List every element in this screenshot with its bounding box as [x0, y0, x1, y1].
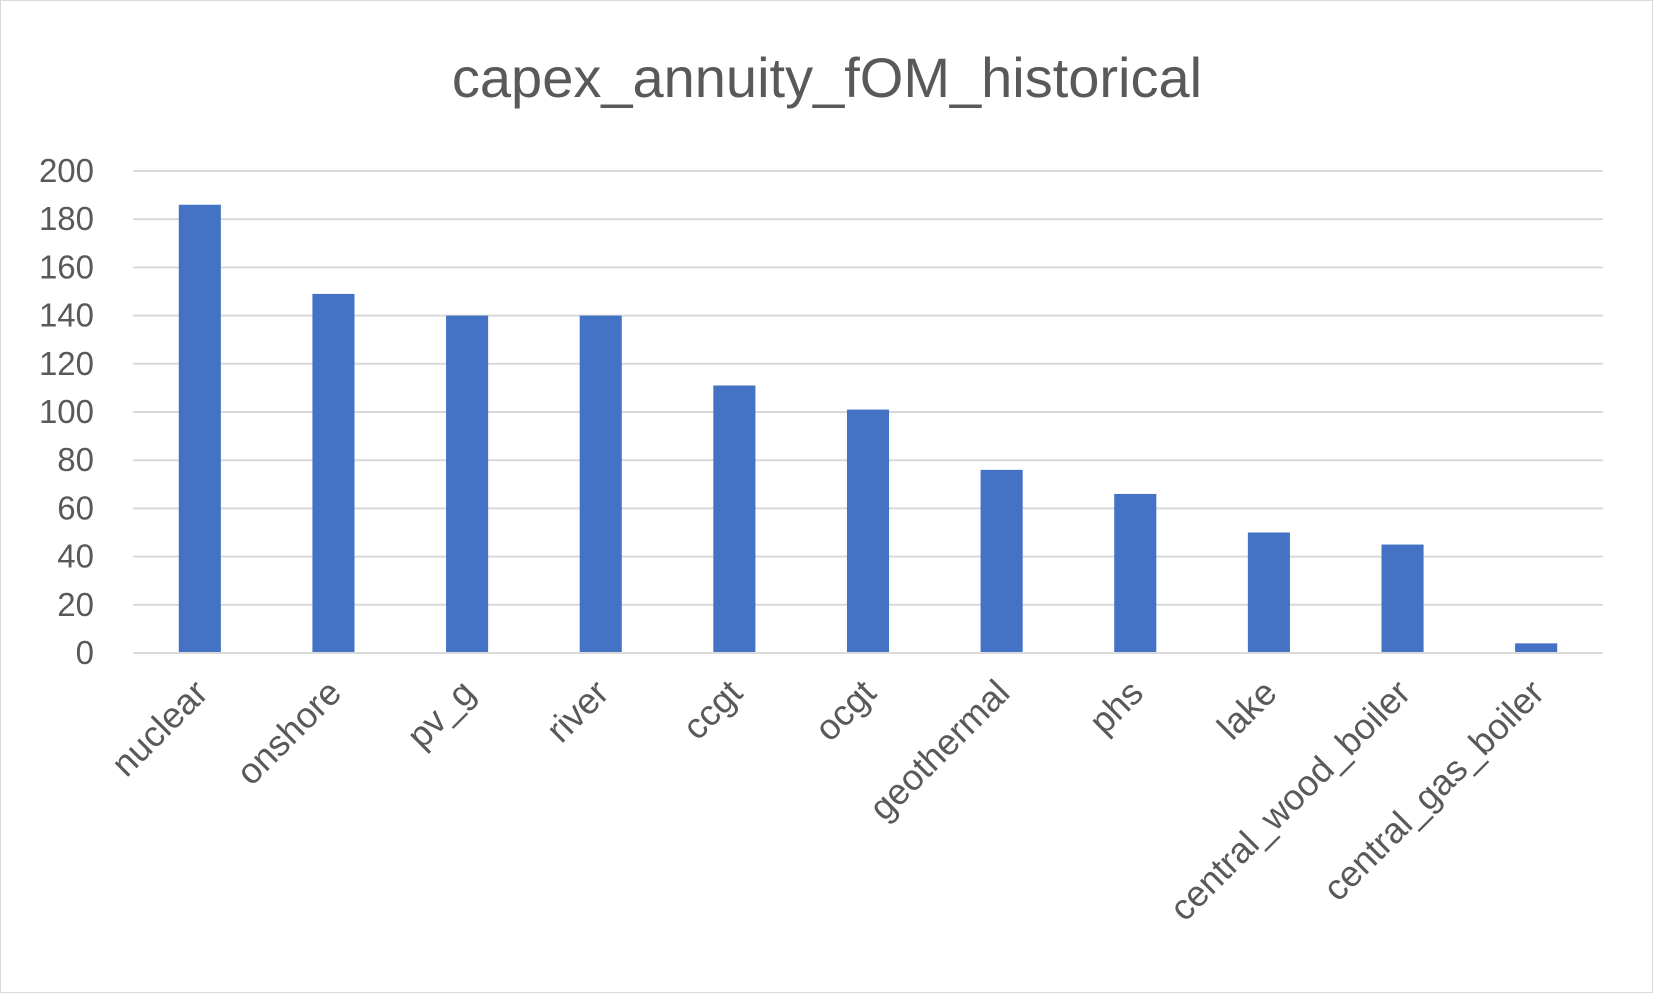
bar-central_gas_boiler — [1515, 643, 1558, 653]
bar-ccgt — [713, 385, 756, 653]
y-tick-label: 200 — [39, 152, 94, 189]
bar-central_wood_boiler — [1381, 544, 1424, 653]
y-tick-label: 0 — [76, 634, 94, 671]
x-category-label: central_gas_boiler — [1315, 672, 1552, 909]
y-tick-label: 60 — [57, 489, 94, 526]
x-category-label: river — [538, 672, 616, 750]
y-tick-label: 180 — [39, 200, 94, 237]
bar-phs — [1114, 493, 1157, 653]
bar-river — [579, 315, 622, 653]
x-axis-category-labels: nuclear onshore pv_g river ccgt ocgtgeotherma… — [103, 672, 1552, 929]
bar-geothermal — [980, 469, 1023, 653]
y-tick-label: 80 — [57, 441, 94, 478]
bar-pv_g — [446, 315, 489, 653]
y-tick-label: 20 — [57, 586, 94, 623]
x-category-label: nuclear — [103, 672, 215, 784]
y-tick-label: 160 — [39, 248, 94, 285]
x-category-label: central_wood_boiler — [1161, 672, 1418, 929]
bar-lake — [1247, 532, 1290, 653]
x-category-label: geothermal — [861, 672, 1017, 828]
chart-title: capex_annuity_fOM_historical — [452, 46, 1202, 109]
bar-nuclear — [178, 204, 221, 654]
x-category-label: onshore — [228, 672, 349, 793]
y-tick-label: 100 — [39, 393, 94, 430]
x-category-label: ccgt — [674, 672, 750, 748]
bars — [178, 204, 1558, 654]
y-tick-label: 140 — [39, 297, 94, 334]
y-tick-label: 40 — [57, 538, 94, 575]
x-category-label: pv_g — [399, 672, 483, 756]
x-category-label: ocgt — [807, 672, 884, 749]
y-axis-tick-labels: 0 20 40 60 80 100 120 140 160 180 200 — [39, 152, 94, 671]
x-category-label: phs — [1081, 672, 1151, 742]
bar-ocgt — [846, 409, 890, 653]
x-category-label: lake — [1209, 672, 1285, 748]
y-tick-label: 120 — [39, 345, 94, 382]
bar-onshore — [312, 293, 355, 653]
